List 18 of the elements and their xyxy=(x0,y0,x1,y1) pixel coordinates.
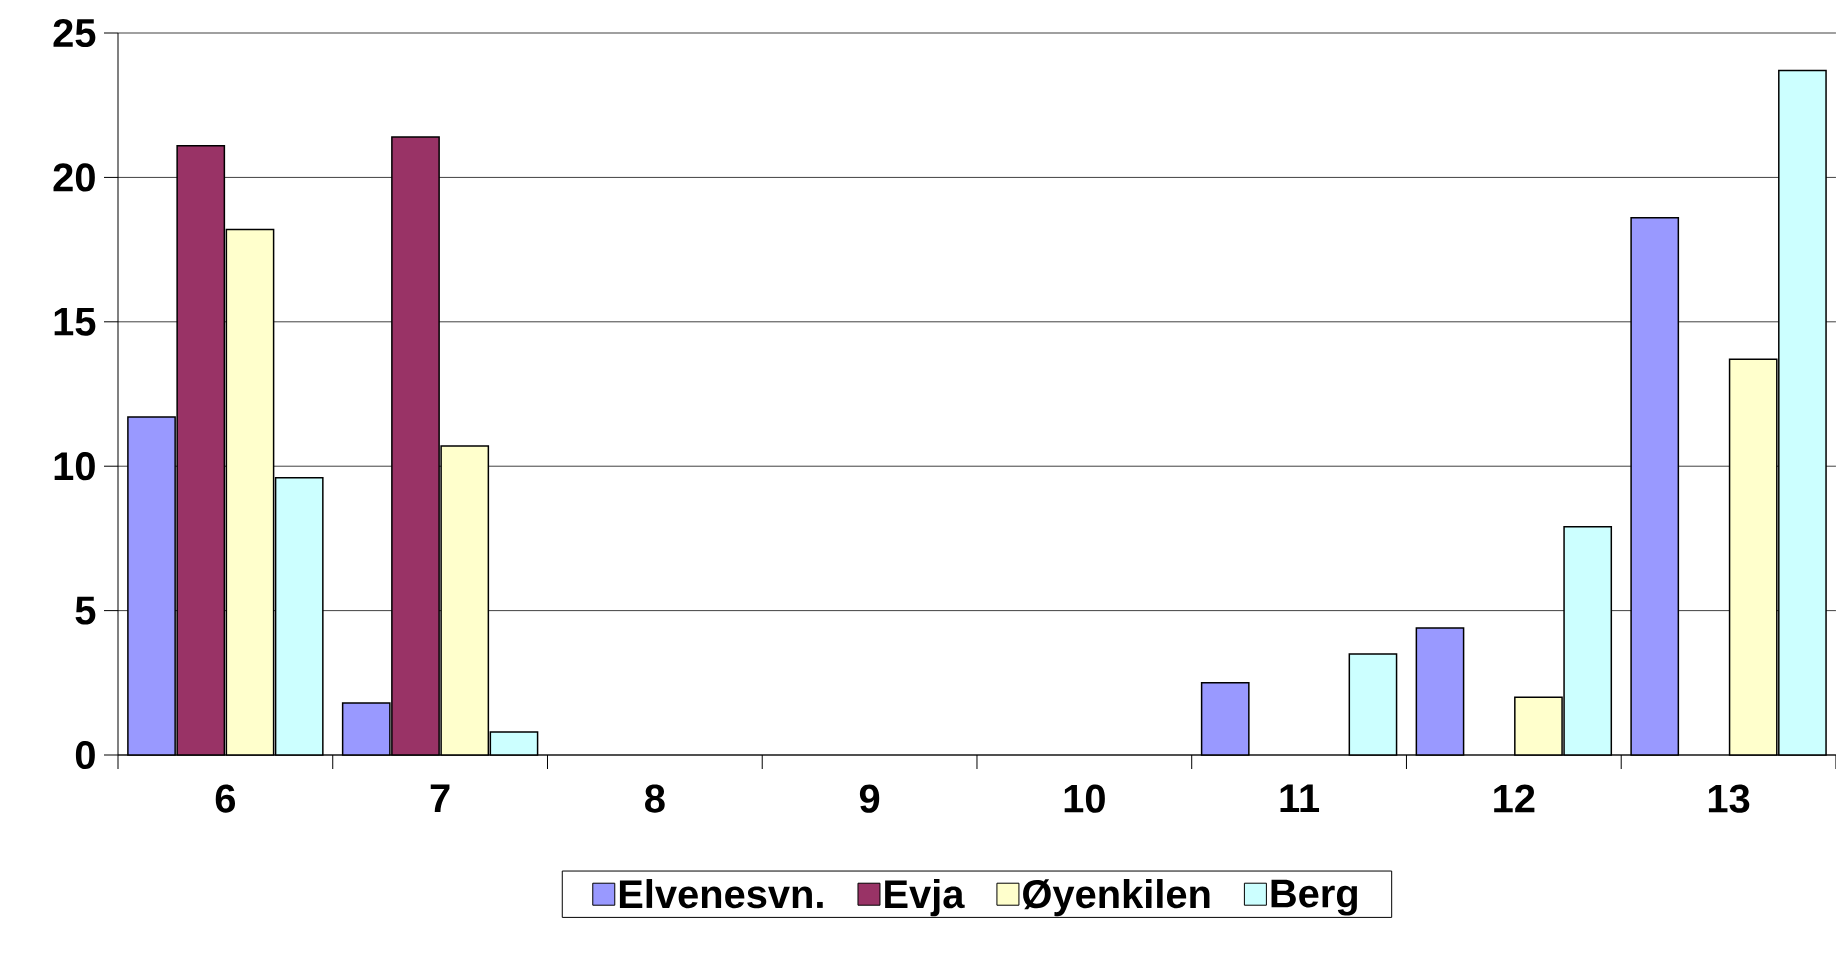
legend-label: Evja xyxy=(885,879,965,917)
y-tick-label: 0 xyxy=(75,740,95,770)
y-tick-label: 5 xyxy=(75,596,96,625)
y-tick-label: 15 xyxy=(54,307,96,336)
y-tick-label: 10 xyxy=(54,452,95,481)
y-tick-label: 20 xyxy=(53,163,95,192)
x-tick-label: 6 xyxy=(215,784,236,813)
x-tick-label: 8 xyxy=(645,784,665,813)
x-tick-label: 7 xyxy=(430,784,450,812)
x-tick-label: 11 xyxy=(1280,784,1320,812)
x-tick-label: 10 xyxy=(1064,784,1105,813)
legend-label: Øyenkilen xyxy=(1023,879,1210,917)
y-tick-label: 25 xyxy=(53,18,96,48)
x-tick-label: 13 xyxy=(1708,784,1750,813)
x-tick-label: 9 xyxy=(859,784,880,813)
legend-label: Berg xyxy=(1271,879,1357,916)
x-tick-label: 12 xyxy=(1494,784,1535,813)
legend-label: Elvenesvn. xyxy=(619,879,823,909)
